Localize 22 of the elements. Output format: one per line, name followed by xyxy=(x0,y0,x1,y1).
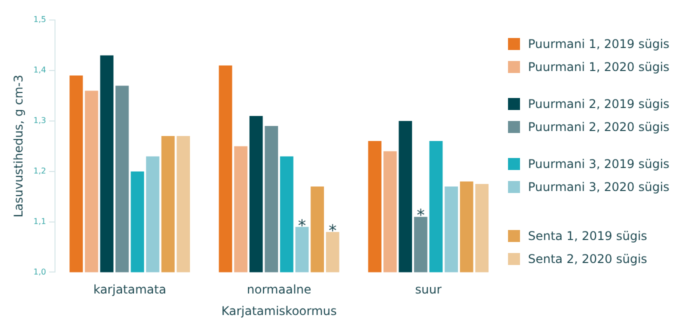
x-axis-title: Karjatamiskoormus xyxy=(221,304,337,318)
legend-label: Puurmani 1, 2020 sügis xyxy=(528,60,670,74)
legend-label: Puurmani 3, 2019 sügis xyxy=(528,156,670,170)
data-label: * xyxy=(416,206,425,225)
y-axis-title: Lasuvustihedus, g cm-3 xyxy=(11,74,26,218)
data-label: * xyxy=(328,220,337,240)
y-tick-label: 1,2 xyxy=(33,166,46,176)
legend-label: Puurmani 1, 2019 sügis xyxy=(528,36,670,50)
data-label: * xyxy=(298,216,306,235)
legend-label: Senta 2, 2020 sügis xyxy=(528,252,648,266)
x-tick-label: karjatamata xyxy=(93,282,166,297)
y-tick-label: 1,1 xyxy=(33,216,46,226)
legend-label: Puurmani 2, 2019 sügis xyxy=(528,96,670,110)
y-tick-label: 1,0 xyxy=(33,267,46,276)
x-tick-label: normaalne xyxy=(246,282,312,297)
x-tick-label: suur xyxy=(415,282,442,297)
y-tick-label: 1,4 xyxy=(33,66,46,75)
y-tick-label: 1,3 xyxy=(33,116,46,125)
legend-label: Senta 1, 2019 sügis xyxy=(528,228,648,242)
legend-label: Puurmani 3, 2020 sügis xyxy=(528,180,670,194)
legend-label: Puurmani 2, 2020 sügis xyxy=(528,120,670,134)
y-tick-label: 1,5 xyxy=(33,15,46,24)
